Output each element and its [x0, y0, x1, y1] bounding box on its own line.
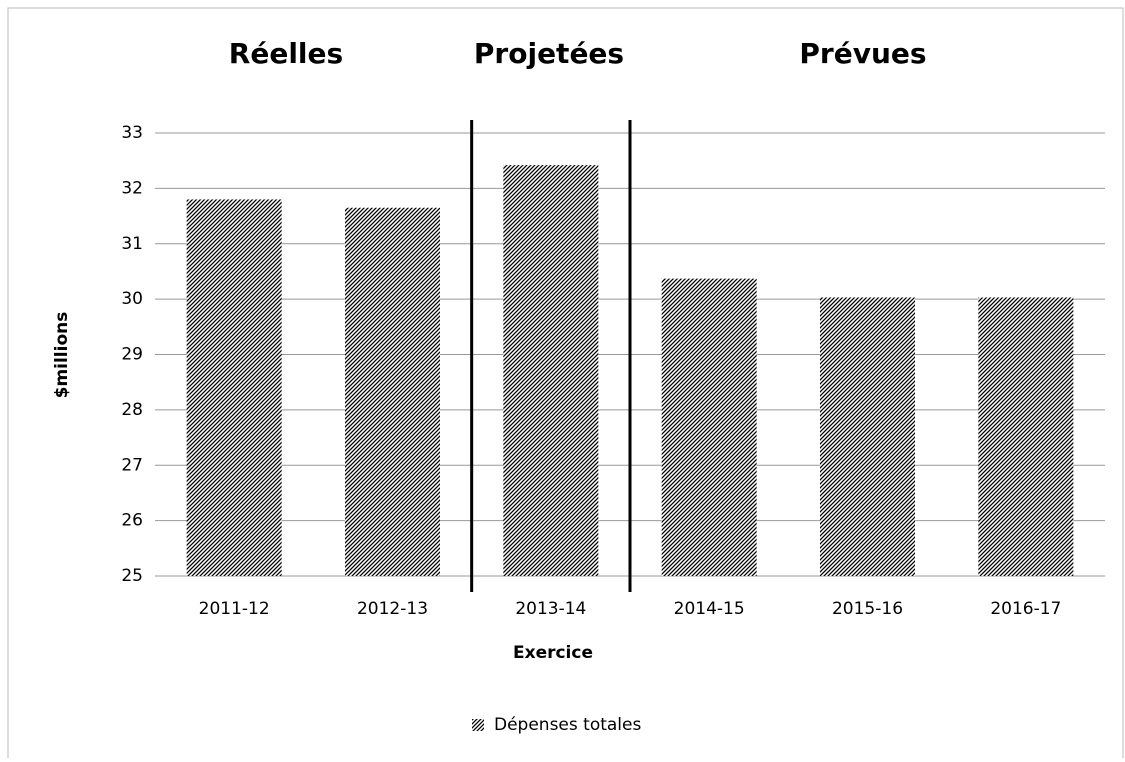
y-tick-label: 31: [121, 234, 143, 254]
x-tick-label: 2014-15: [674, 599, 745, 619]
section-label: Prévues: [799, 37, 926, 70]
bar: [345, 207, 440, 576]
y-tick-label: 30: [121, 289, 143, 309]
y-tick-label: 26: [121, 511, 143, 531]
x-axis-label: Exercice: [513, 643, 593, 663]
x-tick-label: 2013-14: [515, 599, 586, 619]
bar: [978, 297, 1074, 576]
y-tick-label: 25: [121, 566, 143, 586]
bar: [503, 165, 599, 576]
y-tick-label: 32: [121, 178, 143, 198]
bar: [186, 199, 282, 576]
legend-label: Dépenses totales: [494, 715, 641, 735]
x-tick-label: 2015-16: [832, 599, 903, 619]
y-tick-label: 33: [121, 123, 143, 143]
y-tick-label: 27: [121, 455, 143, 475]
x-tick-label: 2012-13: [357, 599, 428, 619]
chart-frame: [7, 7, 1124, 758]
x-tick-label: 2011-12: [199, 599, 270, 619]
bar: [820, 297, 915, 576]
legend-swatch: [472, 719, 484, 731]
y-tick-label: 29: [121, 345, 143, 365]
bar: [661, 278, 757, 576]
section-label: Projetées: [474, 37, 624, 70]
x-tick-label: 2016-17: [990, 599, 1061, 619]
y-tick-label: 28: [121, 400, 143, 420]
y-axis-label: $millions: [52, 312, 72, 399]
section-label: Réelles: [229, 37, 343, 70]
